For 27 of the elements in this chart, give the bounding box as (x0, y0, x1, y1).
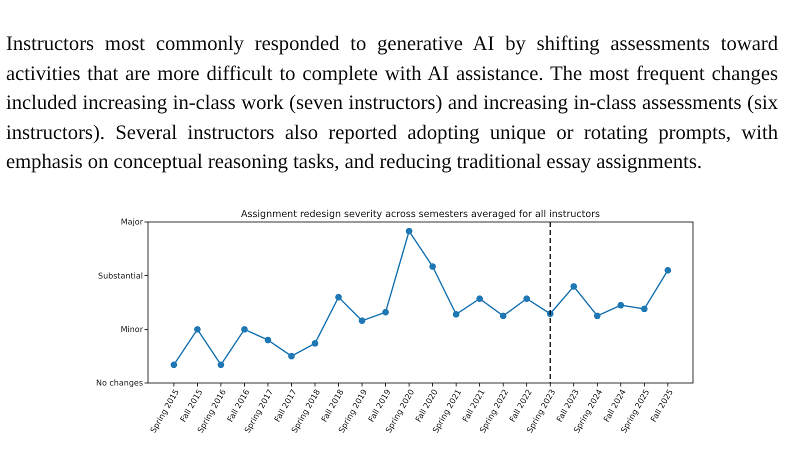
point (312, 340, 318, 347)
point (523, 295, 530, 302)
point (617, 302, 624, 309)
point (429, 263, 436, 270)
point (241, 326, 248, 333)
chart-title: Assignment redesign severity across semesters averaged for all instructors (241, 209, 600, 220)
point (664, 267, 672, 274)
text: Instructors most commonly responded to generative AI by shifting assessments toward activities that are more difficult to complete with AI assistance. The most frequent changes included increasing in-class work (seven instructors) and increasing in-class assessments (six instructors). Several instructors also reported adopting unique or rotating prompts, with emphasis on conceptual reasoning tasks, and reducing traditional essay assignments. (6, 32, 778, 176)
point (288, 352, 295, 360)
point (406, 228, 412, 234)
point (476, 295, 483, 302)
point (452, 311, 460, 318)
text: Substantial (98, 271, 143, 280)
point (194, 326, 201, 333)
text: Major (120, 218, 144, 227)
point (170, 361, 178, 368)
text: Minor (120, 324, 144, 334)
point (218, 361, 224, 368)
point (382, 308, 389, 316)
point (500, 312, 506, 320)
point (358, 317, 366, 324)
point (264, 336, 272, 344)
point (335, 294, 342, 300)
point (594, 312, 601, 320)
point (641, 306, 648, 312)
text: No changes (96, 378, 143, 388)
point (570, 283, 578, 290)
